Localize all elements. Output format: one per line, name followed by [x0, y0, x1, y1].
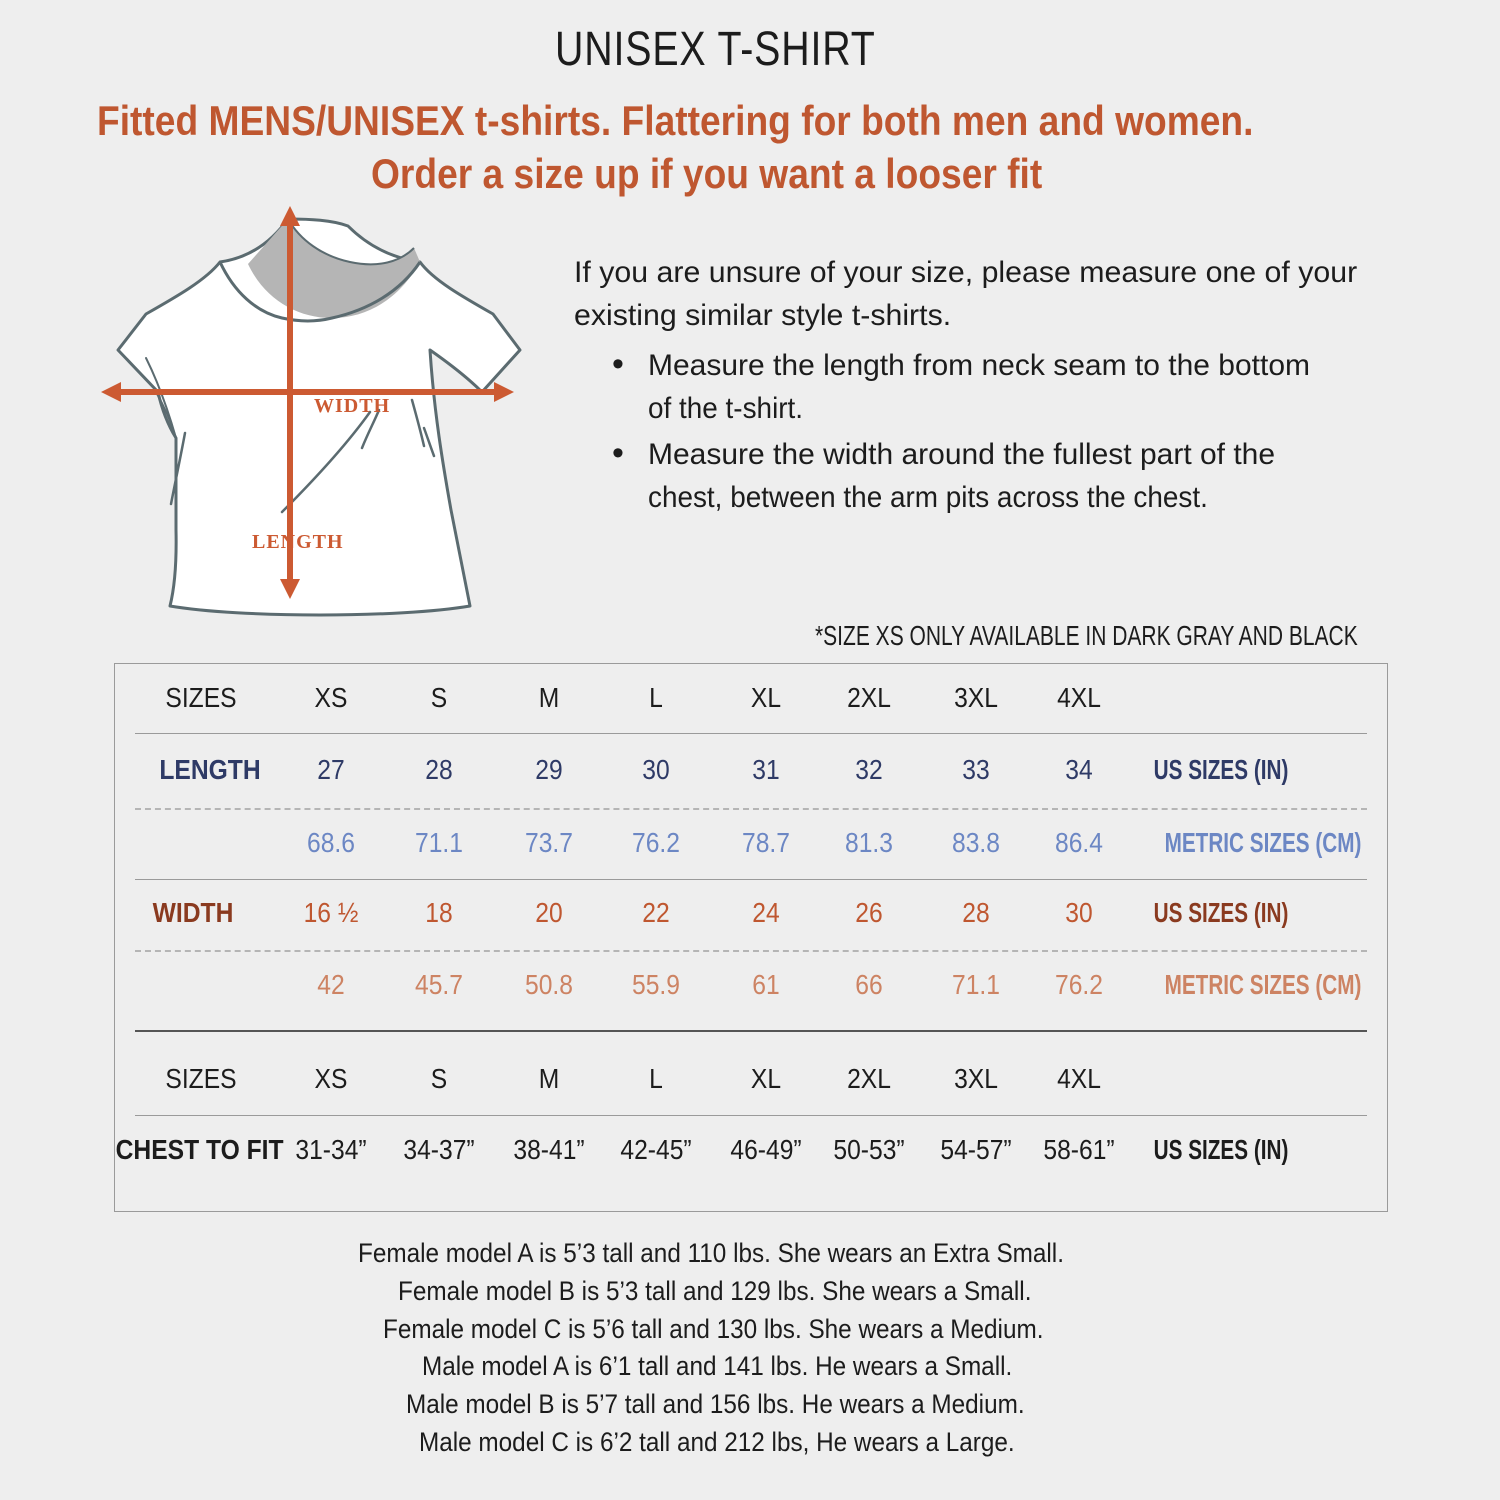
svg-text:LENGTH: LENGTH	[252, 531, 344, 553]
svg-text:WIDTH: WIDTH	[314, 395, 390, 417]
